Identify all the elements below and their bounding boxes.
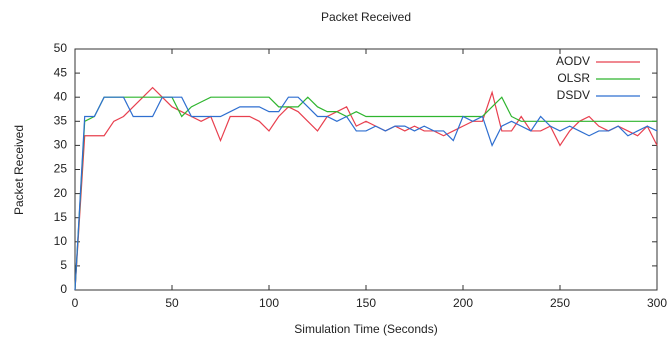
x-axis-label: Simulation Time (Seconds) bbox=[294, 322, 437, 336]
legend-label: AODV bbox=[556, 54, 590, 68]
x-tick-label: 0 bbox=[72, 296, 79, 310]
y-tick-label: 25 bbox=[54, 162, 68, 176]
y-tick-label: 20 bbox=[54, 186, 68, 200]
y-tick-label: 50 bbox=[54, 41, 68, 55]
y-tick-label: 45 bbox=[54, 65, 68, 79]
x-tick-label: 50 bbox=[165, 296, 179, 310]
series-line bbox=[74, 96, 658, 291]
y-tick-label: 10 bbox=[54, 234, 68, 248]
series-line bbox=[74, 86, 658, 291]
x-tick-label: 100 bbox=[259, 296, 279, 310]
y-axis-label: Packet Received bbox=[12, 125, 26, 215]
y-tick-label: 40 bbox=[54, 89, 68, 103]
y-tick-label: 15 bbox=[54, 210, 68, 224]
y-tick-label: 5 bbox=[60, 258, 67, 272]
y-tick-label: 0 bbox=[60, 282, 67, 296]
legend-label: DSDV bbox=[557, 88, 590, 102]
x-tick-label: 150 bbox=[356, 296, 376, 310]
legend-label: OLSR bbox=[557, 71, 590, 85]
chart-title: Packet Received bbox=[321, 10, 411, 24]
x-tick-label: 250 bbox=[550, 296, 570, 310]
y-tick-label: 35 bbox=[54, 113, 68, 127]
y-tick-label: 30 bbox=[54, 138, 68, 152]
x-tick-label: 300 bbox=[647, 296, 667, 310]
x-tick-label: 200 bbox=[453, 296, 473, 310]
